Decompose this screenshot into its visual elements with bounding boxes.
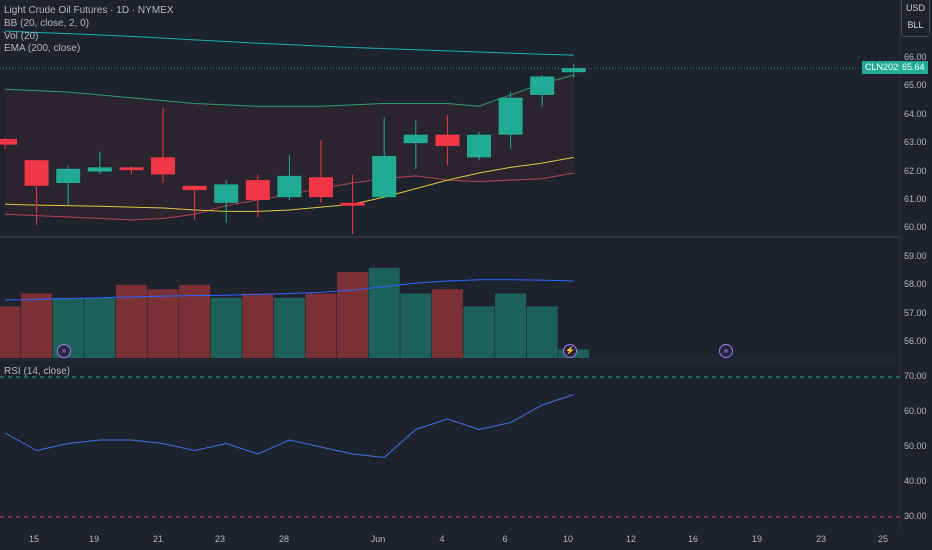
volume-bar [305,293,337,358]
date-tick-label: 25 [877,534,889,544]
symbol-title: Light Crude Oil Futures · 1D · NYMEX [4,5,174,16]
candle-body [87,167,112,172]
volume-bar [21,293,53,358]
candle-body [56,168,81,183]
ticker-tag: CLN2025 [862,61,907,74]
ema-line [4,156,574,212]
bb-legend[interactable]: BB (20, close, 2, 0) [4,18,90,29]
ema200-line [4,30,574,56]
date-tick-label: 12 [625,534,637,544]
date-tick-label: 23 [214,534,226,544]
candle-body [403,134,428,144]
unit-label[interactable]: BLL [907,20,924,30]
units-selector[interactable]: USD BLL [901,0,930,37]
price-tick-label: 62.00 [904,165,927,176]
date-tick-label: 4 [439,534,445,544]
date-tick-label: 21 [152,534,164,544]
volume-bar [179,284,211,358]
rsi-legend[interactable]: RSI (14, close) [4,366,71,377]
candle-body [214,184,239,203]
date-tick-label: 28 [278,534,290,544]
currency-label[interactable]: USD [905,3,925,13]
date-tick-label: 10 [562,534,574,544]
candle-body [245,180,270,200]
date-tick-label: 15 [28,534,40,544]
volume-bar [526,306,558,358]
price-tick-label: 66.00 [904,52,927,62]
volume-bar [337,272,369,358]
ema-legend[interactable]: EMA (200, close) [4,43,81,54]
volume-bar [210,297,242,358]
price-tick-label: 56.00 [904,336,927,346]
candle-body [530,76,555,95]
candle-body [0,138,17,145]
price-tick-label: 60.00 [904,222,927,233]
candle-body [467,134,491,158]
candle-body [277,175,302,198]
volume-bar [431,289,463,358]
volume-bar [273,297,305,358]
candle-body [24,160,49,186]
candle-body [151,157,175,175]
volume-bar [495,293,527,358]
price-tick-label: 63.00 [904,137,927,148]
date-tick-label: 19 [88,534,100,544]
event-calendar-icon[interactable]: » [57,344,71,358]
rsi-tick-label: 50.00 [904,441,927,451]
candle-body [498,97,523,135]
rsi-tick-label: 70.00 [904,371,927,381]
volume-bar [115,284,147,358]
volume-bar [84,297,116,358]
vol-legend[interactable]: Vol (20) [4,31,39,42]
price-tick-label: 64.00 [904,108,927,119]
price-tick-label: 65.00 [904,80,927,91]
volume-ma-line [4,279,574,301]
volume-bar [0,306,21,358]
date-tick-label: 19 [751,534,763,544]
candle-body [119,167,144,171]
last-price-tag: 65.64 [899,61,928,74]
price-tick-label: 58.00 [904,279,927,290]
bb-upper-line [4,74,574,107]
candle-body [372,155,397,198]
candle-body [340,202,365,206]
volume-bar [368,267,400,358]
volume-bar [147,289,179,358]
candle-body [561,68,586,73]
rsi-tick-label: 60.00 [904,406,927,416]
price-tick-label: 57.00 [904,307,927,318]
rsi-line [4,394,574,459]
volume-bar [400,293,432,358]
candle-body [182,185,207,191]
date-tick-label: 23 [815,534,827,544]
rsi-tick-label: 30.00 [904,511,927,521]
rsi-tick-label: 40.00 [904,476,927,486]
date-tick-label: Jun [370,534,386,544]
price-tick-label: 61.00 [904,194,927,204]
candle-body [435,134,460,147]
event-calendar-icon[interactable]: » [719,344,733,358]
date-tick-label: 6 [502,534,508,544]
volume-bar [463,306,495,358]
date-tick-label: 16 [687,534,699,544]
price-tick-label: 59.00 [904,250,927,261]
candle-body [309,177,333,198]
event-lightning-icon[interactable]: ⚡ [563,344,577,358]
bb-fill [5,75,574,220]
volume-bar [242,293,274,358]
